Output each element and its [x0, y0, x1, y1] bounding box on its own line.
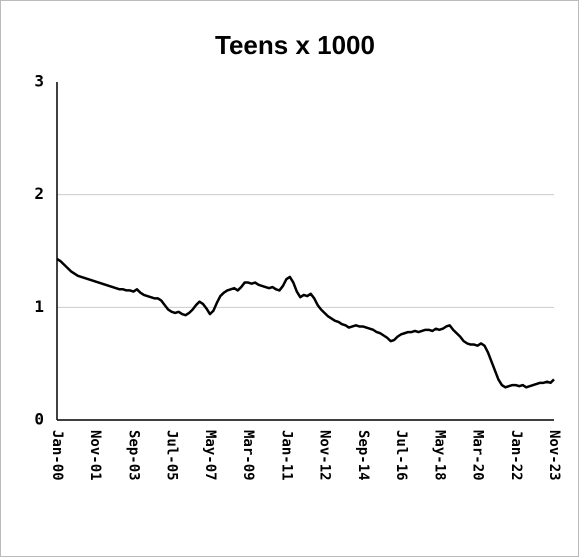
- x-tick-label: Jan-22: [508, 430, 524, 481]
- x-tick-label: Nov-12: [317, 430, 333, 481]
- y-tick-label: 2: [34, 184, 44, 203]
- x-tick-label: Jul-16: [393, 430, 409, 481]
- x-tick-label: Jan-00: [49, 430, 65, 481]
- x-tick-label: Jul-05: [164, 430, 180, 481]
- x-tick-label: May-18: [431, 430, 447, 481]
- data-line: [56, 257, 555, 389]
- y-tick-label: 1: [34, 297, 44, 316]
- x-tick-label: Mar-20: [470, 430, 486, 481]
- x-tick-label: Nov-01: [87, 430, 103, 481]
- chart-title: Teens x 1000: [215, 30, 375, 60]
- y-tick-label: 3: [34, 72, 44, 91]
- x-tick-label: Sep-14: [355, 430, 371, 481]
- x-tick-label: Sep-03: [125, 430, 141, 481]
- x-tick-label: Jan-11: [278, 430, 294, 481]
- x-tick-label: Nov-23: [546, 430, 562, 481]
- x-tick-label: Mar-09: [240, 430, 256, 481]
- x-tick-label: May-07: [202, 430, 218, 481]
- y-tick-label: 0: [34, 410, 44, 429]
